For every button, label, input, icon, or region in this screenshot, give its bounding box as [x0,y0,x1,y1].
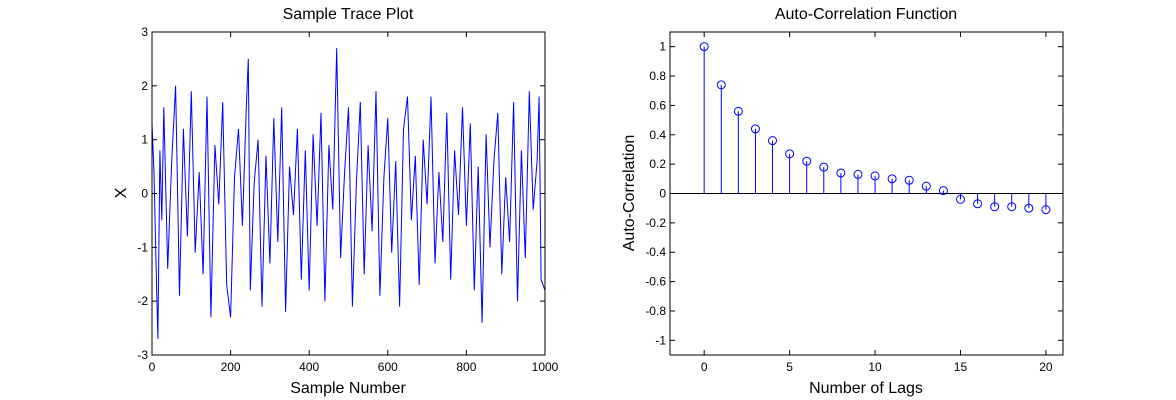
acf-y-tick-label: 0.4 [649,128,666,142]
trace-x-tick-label: 0 [149,360,156,374]
acf-stem-marker [990,202,1000,212]
acf-stems [699,42,1051,215]
acf-stem-marker [699,42,709,52]
trace-y-ticks: -3 -2 -1 0 1 2 3 [137,25,545,362]
acf-x-tick-label: 5 [786,360,793,374]
acf-stem-marker [819,162,829,172]
acf-stem-marker [921,181,931,191]
acf-y-tick-label: -0.6 [645,275,666,289]
trace-y-tick-label: 1 [141,133,148,147]
acf-x-axis-label: Number of Lags [809,380,923,397]
trace-x-ticks: 0 200 400 600 800 1000 [149,32,559,374]
trace-series-line [151,48,546,339]
acf-stem-marker [870,171,880,181]
acf-stem-marker [802,156,812,166]
acf-x-tick-label: 15 [954,360,968,374]
acf-stem-marker [955,194,965,204]
acf-stem-marker [973,199,983,209]
acf-y-tick-label: 0.8 [649,69,666,83]
acf-x-tick-label: 10 [868,360,882,374]
trace-plot-axes-box [151,31,546,356]
acf-stem-marker [785,149,795,159]
trace-plot-panel: Sample Trace Plot -3 -2 -1 0 1 2 3 0 200 400 600 8… [113,6,559,397]
trace-x-tick-label: 800 [456,360,476,374]
trace-y-tick-label: 3 [141,25,148,39]
acf-plot-axes-box [669,31,1064,356]
acf-x-tick-label: 0 [701,360,708,374]
trace-y-axis-label: X [113,187,130,198]
acf-stem-marker [768,136,778,146]
acf-y-tick-label: -1 [655,333,666,347]
acf-plot-title: Auto-Correlation Function [775,6,957,23]
acf-y-ticks: -1 -0.8 -0.6 -0.4 -0.2 0 0.2 0.4 0.6 0.8 1 [645,40,1063,347]
trace-y-tick-label: -1 [137,240,148,254]
acf-y-tick-label: 1 [659,40,666,54]
acf-stem-marker [750,124,760,134]
acf-stem-marker [887,174,897,184]
trace-x-tick-label: 1000 [532,360,559,374]
acf-stem-marker [836,168,846,178]
acf-stem-marker [716,80,726,90]
acf-stem-marker [1041,205,1051,215]
acf-plot-panel: Auto-Correlation Function -1 -0.8 -0.6 -0.4… [621,6,1064,397]
trace-x-tick-label: 200 [221,360,241,374]
acf-y-tick-label: -0.4 [645,245,666,259]
acf-y-tick-label: -0.2 [645,216,666,230]
acf-y-tick-label: 0.2 [649,157,666,171]
trace-x-axis-label: Sample Number [290,380,406,397]
trace-y-tick-label: -2 [137,294,148,308]
trace-y-tick-label: -3 [137,348,148,362]
acf-stem-marker [938,186,948,196]
acf-stem-marker [853,169,863,179]
trace-y-tick-label: 2 [141,79,148,93]
acf-x-tick-label: 20 [1039,360,1053,374]
acf-stem-marker [904,175,914,185]
acf-stem-marker [733,106,743,116]
acf-x-ticks: 0 5 10 15 20 [701,32,1053,374]
acf-stem-marker [1007,202,1017,212]
acf-y-tick-label: 0 [659,187,666,201]
acf-y-tick-label: 0.6 [649,98,666,112]
trace-x-tick-label: 400 [299,360,319,374]
acf-y-tick-label: -0.8 [645,304,666,318]
trace-plot-title: Sample Trace Plot [283,6,414,23]
trace-y-tick-label: 0 [141,187,148,201]
acf-y-axis-label: Auto-Correlation [621,135,638,252]
trace-x-tick-label: 600 [378,360,398,374]
acf-stem-marker [1024,203,1034,213]
